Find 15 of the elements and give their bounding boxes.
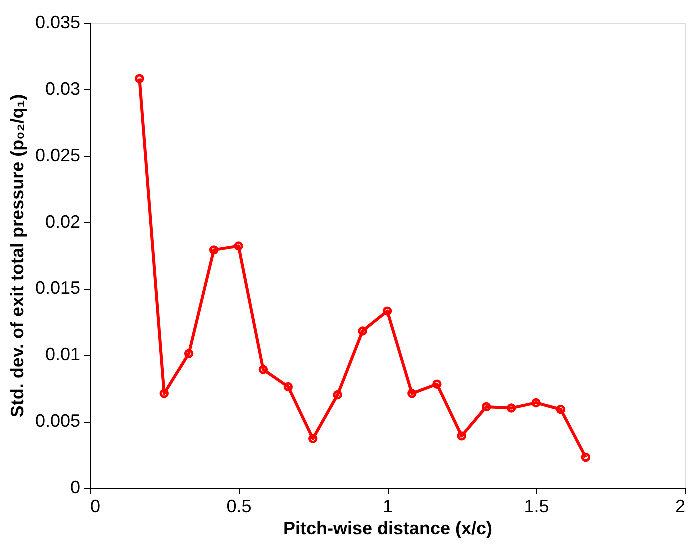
x-tick-label: 1.5 (524, 496, 550, 516)
x-axis-title: Pitch-wise distance (x/c) (283, 518, 493, 538)
x-tick-label: 0 (90, 496, 101, 516)
y-axis-title: Std. dev. of exit total pressure (p₀₂/q₁) (7, 94, 28, 418)
y-tick-label: 0 (70, 478, 80, 498)
y-tick-label: 0.025 (35, 145, 80, 166)
x-tick-label: 2 (675, 496, 686, 516)
y-tick-label: 0.035 (35, 12, 80, 32)
y-tick-label: 0.01 (45, 344, 80, 365)
y-tick-label: 0.015 (35, 278, 80, 298)
y-tick-label: 0.02 (45, 212, 80, 232)
y-tick-label: 0.03 (45, 78, 80, 99)
y-tick-label: 0.005 (35, 411, 80, 432)
x-tick-label: 0.5 (226, 496, 252, 516)
x-tick-label: 1 (382, 496, 394, 516)
